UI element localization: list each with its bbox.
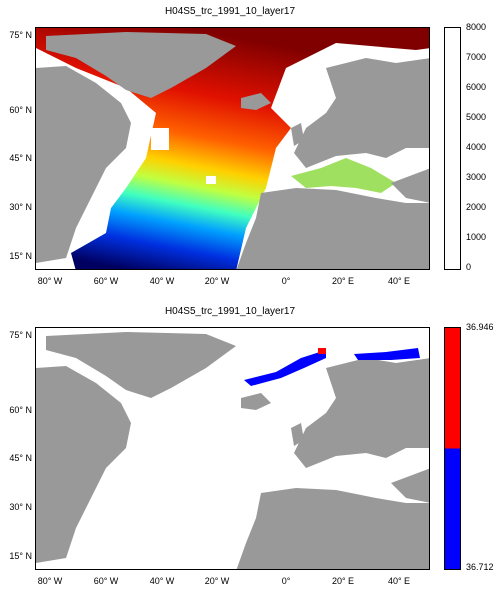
bottom-xtick-60w: 60° W — [93, 576, 119, 586]
top-ctick-5000: 5000 — [466, 112, 487, 122]
top-nodata-1 — [206, 176, 216, 184]
top-ctick-6000: 6000 — [466, 82, 487, 92]
top-ctick-3000: 3000 — [466, 172, 487, 182]
top-ytick-15n: 15° N — [9, 251, 32, 261]
top-xtick-40e: 40° E — [387, 276, 411, 286]
top-map-svg — [36, 28, 429, 269]
top-ytick-45n: 45° N — [9, 153, 32, 163]
bottom-ctick-min: 36.712 — [466, 562, 494, 572]
top-land-greenland — [46, 32, 236, 98]
bottom-xtick-20w: 20° W — [204, 576, 230, 586]
bottom-red-cell — [318, 348, 326, 354]
top-xtick-60w: 60° W — [93, 276, 119, 286]
top-land-north-america — [36, 66, 131, 263]
top-xtick-0: 0° — [281, 276, 291, 286]
bottom-xtick-0: 0° — [281, 576, 291, 586]
bottom-ytick-60n: 60° N — [9, 405, 32, 415]
bottom-xtick-40e: 40° E — [387, 576, 411, 586]
top-ctick-8000: 8000 — [466, 22, 487, 32]
bottom-ctick-max: 36.946 — [466, 322, 494, 332]
bottom-xtick-80w: 80° W — [37, 576, 63, 586]
bottom-land-middle-east — [391, 468, 429, 503]
top-ytick-75n: 75° N — [9, 30, 32, 40]
top-colorbar — [444, 27, 461, 270]
top-ctick-0: 0 — [466, 262, 472, 272]
top-ytick-30n: 30° N — [9, 202, 32, 212]
bottom-map-svg — [36, 332, 429, 569]
bottom-xtick-40w: 40° W — [149, 576, 175, 586]
top-ctick-2000: 2000 — [466, 202, 487, 212]
top-xtick-40w: 40° W — [149, 276, 175, 286]
top-land-uk — [291, 123, 304, 146]
top-ytick-60n: 60° N — [9, 105, 32, 115]
top-land-iceland — [241, 93, 271, 110]
bottom-map-area — [35, 327, 430, 570]
top-land-africa — [236, 188, 429, 269]
top-map-area — [35, 27, 430, 270]
top-map-title: H04S5_trc_1991_10_layer17 — [164, 6, 296, 17]
top-land-europe — [294, 58, 429, 168]
bottom-colorbar — [444, 327, 461, 570]
bottom-map-panel: H04S5_trc_1991_10_layer17 75° N 60° N 45… — [0, 300, 500, 600]
top-ctick-1000: 1000 — [466, 232, 487, 242]
top-xtick-20e: 20° E — [331, 276, 355, 286]
bottom-land-north-america — [36, 366, 131, 563]
bottom-xtick-20e: 20° E — [331, 576, 355, 586]
bottom-ytick-30n: 30° N — [9, 502, 32, 512]
bottom-land-iceland — [241, 393, 271, 410]
bottom-ytick-15n: 15° N — [9, 551, 32, 561]
top-xtick-80w: 80° W — [37, 276, 63, 286]
bottom-blue-band — [244, 350, 326, 386]
top-land-middle-east — [391, 168, 429, 203]
bottom-land-africa — [236, 488, 429, 569]
bottom-ytick-45n: 45° N — [9, 453, 32, 463]
top-xtick-20w: 20° W — [204, 276, 230, 286]
top-nodata-2 — [151, 128, 169, 150]
top-ctick-7000: 7000 — [466, 52, 487, 62]
bottom-land-greenland — [46, 332, 236, 398]
bottom-land-europe — [294, 358, 429, 468]
bottom-map-title: H04S5_trc_1991_10_layer17 — [164, 306, 296, 317]
bottom-ytick-75n: 75° N — [9, 330, 32, 340]
bottom-land-uk — [291, 423, 304, 446]
bottom-blue-patch-east — [354, 348, 420, 360]
top-map-panel: H04S5_trc_1991_10_layer17 — [9, 6, 487, 286]
top-ctick-4000: 4000 — [466, 142, 487, 152]
top-mediterranean — [291, 158, 396, 193]
